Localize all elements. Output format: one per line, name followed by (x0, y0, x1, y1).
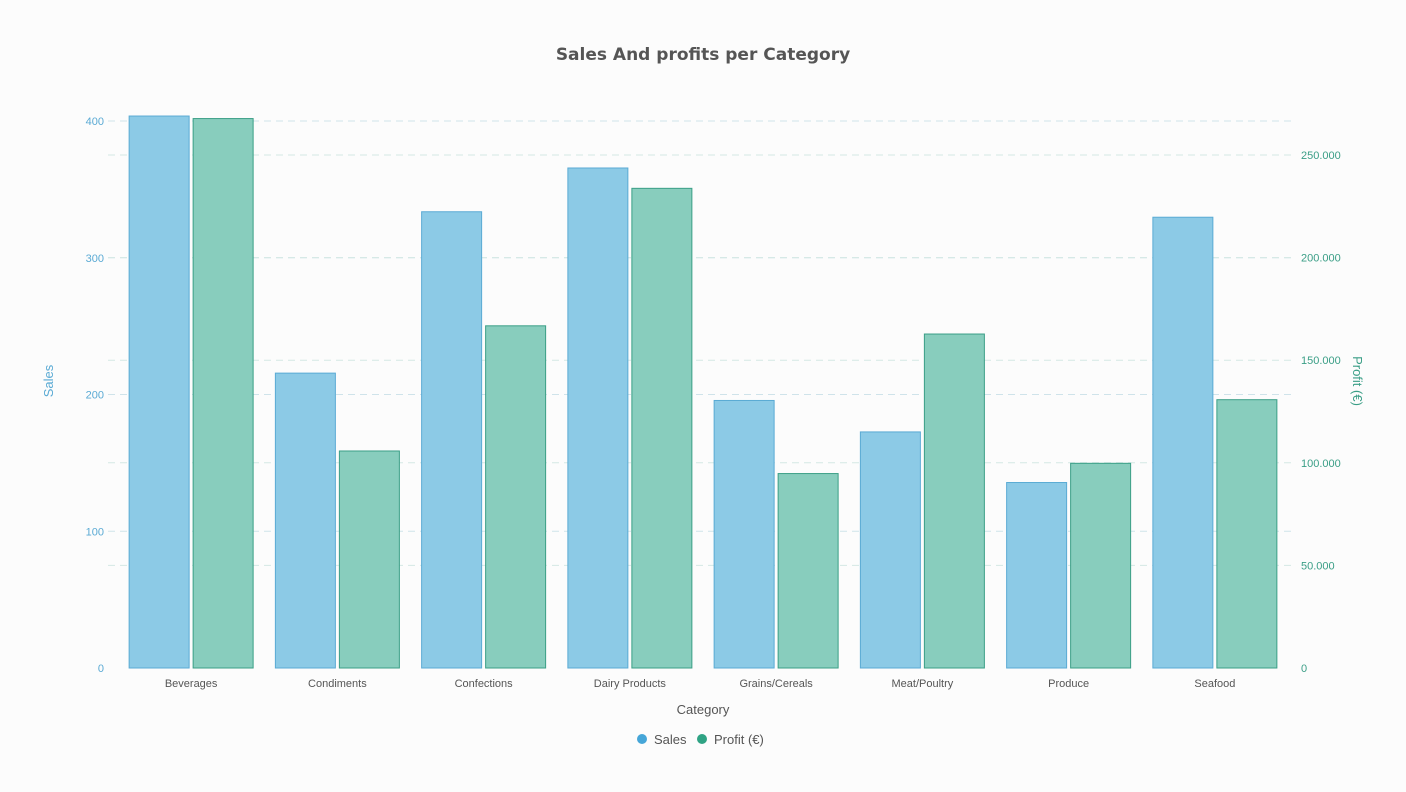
y-right-tick-label: 50.000 (1301, 560, 1335, 572)
y-right-tick-label: 150.000 (1301, 355, 1341, 367)
x-tick-label: Grains/Cereals (739, 678, 813, 690)
legend-label-profit: Profit (€) (714, 732, 764, 747)
x-axis: Beverages Condiments Confections Dairy Prod… (165, 678, 1236, 690)
bar-profit-produce[interactable] (1070, 462, 1132, 669)
legend-item-profit[interactable]: Profit (€) (697, 732, 764, 747)
x-tick-label: Seafood (1194, 678, 1235, 690)
legend-marker-sales (637, 734, 647, 744)
y-right-tick-label: 250.000 (1301, 150, 1341, 162)
y-left-tick-label: 0 (98, 663, 104, 675)
bar-sales-meat-poultry[interactable] (859, 431, 921, 669)
y-axis-right-title: Profit (€) (1350, 356, 1365, 406)
x-tick-label: Condiments (308, 678, 367, 690)
y-left-tick-label: 300 (86, 253, 104, 265)
bar-sales-produce[interactable] (1006, 482, 1068, 669)
y-right-tick-label: 200.000 (1301, 253, 1341, 265)
bars (128, 115, 1278, 669)
x-tick-label: Meat/Poultry (892, 678, 954, 690)
legend-label-sales: Sales (654, 732, 687, 747)
y-right-tick-label: 100.000 (1301, 458, 1341, 470)
chart-title: Sales And profits per Category (556, 45, 850, 65)
x-tick-label: Produce (1048, 678, 1089, 690)
y-axis-left: 0 100 200 300 400 (86, 116, 104, 675)
bar-sales-condiments[interactable] (274, 372, 336, 669)
y-left-tick-label: 200 (86, 390, 104, 402)
y-axis-left-title: Sales (41, 364, 56, 397)
y-left-tick-label: 100 (86, 526, 104, 538)
bar-profit-seafood[interactable] (1216, 399, 1278, 669)
x-tick-label: Dairy Products (594, 678, 667, 690)
x-tick-label: Beverages (165, 678, 218, 690)
bar-sales-beverages[interactable] (128, 115, 190, 669)
bar-sales-grains-cereals[interactable] (713, 399, 775, 669)
x-tick-label: Confections (455, 678, 514, 690)
bar-sales-seafood[interactable] (1152, 216, 1214, 669)
bar-profit-grains-cereals[interactable] (777, 473, 839, 669)
legend-item-sales[interactable]: Sales (637, 732, 687, 747)
x-axis-title: Category (677, 702, 730, 717)
legend[interactable]: Sales Profit (€) (637, 732, 764, 747)
bar-profit-meat-poultry[interactable] (923, 333, 985, 669)
y-axis-right: 0 50.000 100.000 150.000 200.000 250.000 (1301, 150, 1341, 675)
legend-marker-profit (697, 734, 707, 744)
bar-profit-condiments[interactable] (338, 450, 400, 669)
bar-profit-beverages[interactable] (192, 118, 254, 669)
y-left-tick-label: 400 (86, 116, 104, 128)
y-right-tick-label: 0 (1301, 663, 1307, 675)
bar-profit-confections[interactable] (485, 325, 547, 669)
bar-sales-confections[interactable] (421, 211, 483, 669)
bar-profit-dairy-products[interactable] (631, 187, 693, 669)
bar-sales-dairy-products[interactable] (567, 167, 629, 669)
